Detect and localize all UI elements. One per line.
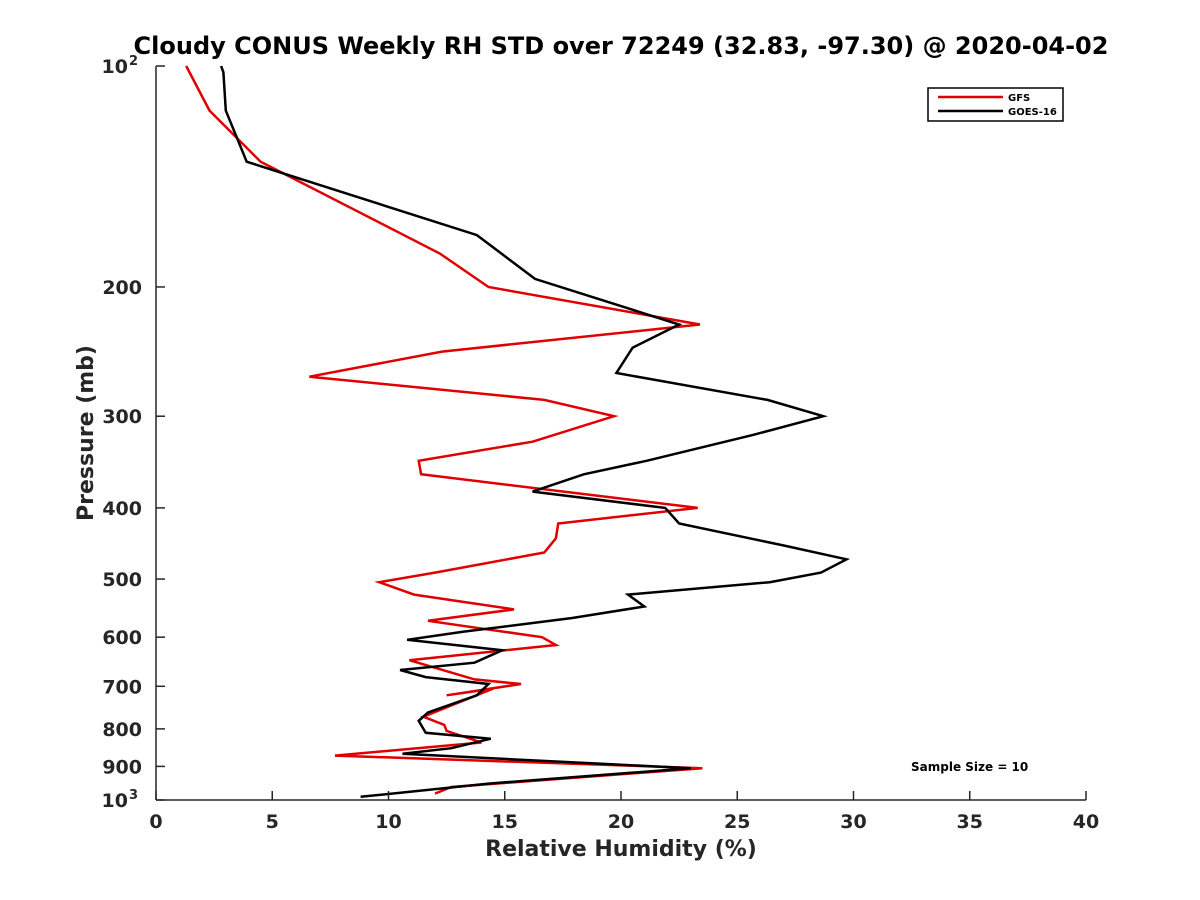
- y-axis-label: Pressure (mb): [74, 345, 99, 521]
- y-tick-label: 10: [102, 56, 128, 78]
- x-tick-label: 30: [840, 811, 866, 833]
- x-tick-label: 15: [492, 811, 518, 833]
- x-tick-label: 5: [266, 811, 279, 833]
- x-axis-label: Relative Humidity (%): [485, 837, 757, 862]
- legend: GFS GOES-16: [927, 87, 1064, 122]
- x-tick-label: 20: [608, 811, 634, 833]
- legend-label-goes16: GOES-16: [1008, 107, 1057, 118]
- chart-title: Cloudy CONUS Weekly RH STD over 72249 (3…: [134, 32, 1109, 60]
- x-tick-label: 0: [149, 811, 162, 833]
- y-tick-label: 10: [102, 790, 128, 812]
- legend-label-gfs: GFS: [1008, 93, 1030, 104]
- series-line-gfs: [185, 65, 703, 795]
- y-tick-label: 500: [102, 569, 142, 591]
- sample-size-annotation: Sample Size = 10: [911, 760, 1028, 774]
- y-tick-label: 700: [102, 676, 142, 698]
- y-tick-label: 200: [102, 277, 142, 299]
- y-tick-label: 300: [102, 406, 142, 428]
- x-tick-label: 35: [957, 811, 983, 833]
- series-layer: [185, 65, 851, 799]
- x-tick-label: 25: [724, 811, 750, 833]
- y-tick-label: 600: [102, 627, 142, 649]
- y-tick-exponent: 2: [129, 54, 138, 69]
- y-tick-label: 900: [102, 756, 142, 778]
- y-tick-exponent: 3: [129, 788, 138, 803]
- legend-box: [927, 87, 1064, 122]
- series-line-goes16: [219, 65, 851, 799]
- x-tick-label: 10: [375, 811, 401, 833]
- y-tick-label: 800: [102, 719, 142, 741]
- y-tick-label: 400: [102, 498, 142, 520]
- x-tick-label: 40: [1073, 811, 1099, 833]
- x-ticks: 0 5 10 15 20 25 30 35 40: [149, 791, 1099, 833]
